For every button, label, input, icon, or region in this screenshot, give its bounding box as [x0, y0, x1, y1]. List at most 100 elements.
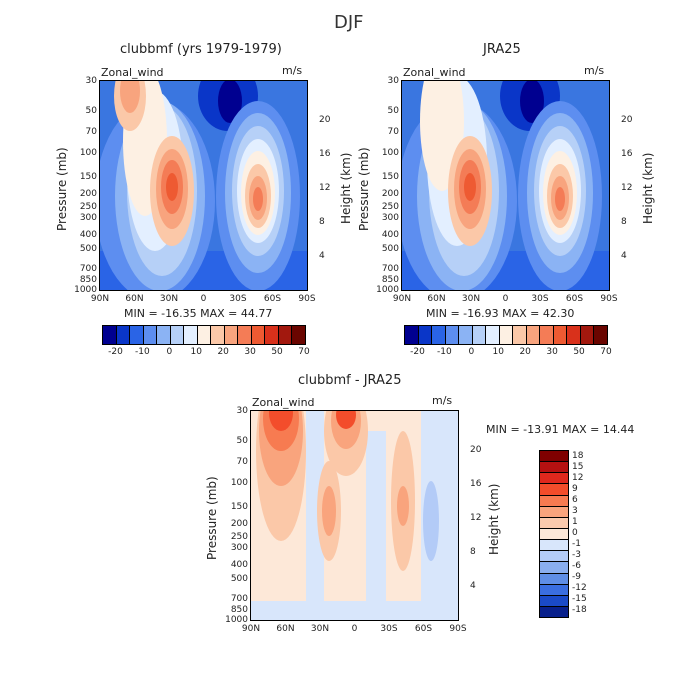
panel3-y-tick: 400: [230, 560, 248, 571]
colorbar-swatch: [540, 495, 568, 507]
colorbar-label: -20: [108, 347, 123, 357]
panel1-x-tick: 60S: [263, 294, 282, 304]
panel2-colorbar: [404, 325, 608, 345]
panel1-colorbar: [102, 325, 306, 345]
colorbar-label: 0: [468, 347, 475, 357]
colorbar-swatch: [553, 326, 568, 344]
colorbar-label: 20: [217, 347, 229, 357]
panel3-plot: [250, 410, 459, 621]
panel2-right-axis-label: Height (km): [641, 152, 655, 224]
colorbar-label: 15: [572, 461, 584, 472]
panel1-right-tick: 16: [319, 148, 331, 159]
panel2-plot: [401, 80, 610, 291]
panel3-variable-label: Zonal_wind: [252, 396, 315, 409]
panel3-neg-band1: [306, 411, 324, 620]
colorbar-swatch: [486, 326, 500, 344]
panel3-y-tick: 50: [236, 436, 248, 447]
panel1-y-tick: 500: [79, 243, 97, 254]
panel3-y-tick: 1000: [225, 615, 248, 625]
panel2-variable-label: Zonal_wind: [403, 66, 466, 79]
panel3-right-tick: 12: [470, 512, 482, 523]
colorbar-label: -9: [572, 572, 581, 583]
panel3-title: clubbmf - JRA25: [298, 373, 402, 388]
colorbar-label: 50: [573, 347, 585, 357]
colorbar-swatch: [103, 326, 117, 344]
panel3-sh-core: [397, 486, 409, 526]
panel3-x-tick: 90N: [241, 624, 261, 634]
panel3-heatmap: [251, 411, 458, 620]
figure-title: DJF: [334, 12, 364, 33]
panel3-neg-surface: [251, 601, 458, 620]
panel2-x-tick: 90S: [600, 294, 618, 304]
panel3-x-tick: 60S: [414, 624, 433, 634]
colorbar-label: -12: [572, 583, 587, 594]
colorbar-swatch: [224, 326, 239, 344]
panel2-y-tick: 300: [381, 213, 399, 224]
panel3-y-tick: 200: [230, 519, 248, 530]
colorbar-swatch: [540, 462, 568, 474]
colorbar-swatch: [540, 326, 554, 344]
panel2-y-tick: 850: [381, 275, 399, 286]
panel2-right-tick: 16: [621, 148, 633, 159]
colorbar-label: 20: [519, 347, 531, 357]
panel3-nh-sub-core: [322, 486, 336, 536]
panel1-y-tick: 250: [79, 202, 97, 213]
colorbar-swatch: [251, 326, 266, 344]
panel2-y-tick: 500: [381, 243, 399, 254]
colorbar-swatch: [540, 451, 568, 463]
colorbar-label: 70: [600, 347, 612, 357]
colorbar-swatch: [472, 326, 487, 344]
colorbar-label: 12: [572, 472, 584, 483]
colorbar-label: 3: [572, 505, 578, 516]
panel1-y-tick: 300: [79, 213, 97, 224]
panel1-y-tick: 30: [85, 76, 97, 86]
colorbar-swatch: [540, 540, 568, 552]
panel1-y-axis-label: Pressure (mb): [55, 147, 69, 231]
panel2-y-tick: 200: [381, 189, 399, 200]
panel2-heatmap: [402, 81, 609, 290]
panel3-neg-patch: [423, 481, 439, 561]
panel3-y-tick: 850: [230, 605, 248, 616]
panel1-y-tick: 200: [79, 189, 97, 200]
panel2-y-tick: 1000: [376, 285, 399, 295]
colorbar-swatch: [116, 326, 131, 344]
panel3-eq-core: [336, 411, 356, 429]
panel1-units-label: m/s: [282, 64, 303, 77]
panel1-y-tick: 400: [79, 230, 97, 241]
colorbar-swatch: [567, 326, 581, 344]
colorbar-swatch: [238, 326, 252, 344]
panel2-y-tick: 150: [381, 171, 399, 182]
panel3-x-tick: 30S: [380, 624, 398, 634]
panel2-x-tick: 90N: [392, 294, 412, 304]
panel3-x-tick: 0: [351, 624, 358, 634]
panel3-units-label: m/s: [432, 394, 453, 407]
colorbar-label: 30: [546, 347, 558, 357]
panel1-y-tick: 700: [79, 263, 97, 274]
panel2-y-tick: 70: [387, 126, 399, 137]
panel2-right-tick: 20: [621, 114, 633, 125]
panel1-x-tick: 30S: [229, 294, 247, 304]
panel2-y-tick: 250: [381, 202, 399, 213]
colorbar-swatch: [540, 528, 568, 541]
panel3-y-tick: 500: [230, 573, 248, 584]
panel1-right-tick: 8: [319, 216, 325, 227]
panel2-title: JRA25: [483, 42, 521, 57]
panel2-min-max: MIN = -16.93 MAX = 42.30: [426, 307, 575, 320]
panel2-x-tick: 0: [502, 294, 509, 304]
panel2-y-axis-label: Pressure (mb): [357, 147, 371, 231]
colorbar-swatch: [540, 517, 568, 529]
panel3-y-axis-label: Pressure (mb): [205, 476, 219, 560]
panel3-x-tick: 30N: [310, 624, 330, 634]
panel3-y-tick: 250: [230, 532, 248, 543]
colorbar-swatch: [499, 326, 514, 344]
colorbar-label: 30: [244, 347, 256, 357]
panel1-nh-jet-core: [166, 173, 178, 201]
panel3-y-tick: 300: [230, 543, 248, 554]
colorbar-swatch: [540, 584, 568, 596]
panel1-y-tick: 1000: [74, 285, 97, 295]
colorbar-label: 70: [298, 347, 310, 357]
panel3-x-tick: 60N: [276, 624, 295, 634]
panel3-right-axis-label: Height (km): [487, 483, 501, 555]
panel1-right-tick: 12: [319, 182, 331, 193]
colorbar-label: 0: [572, 528, 578, 538]
